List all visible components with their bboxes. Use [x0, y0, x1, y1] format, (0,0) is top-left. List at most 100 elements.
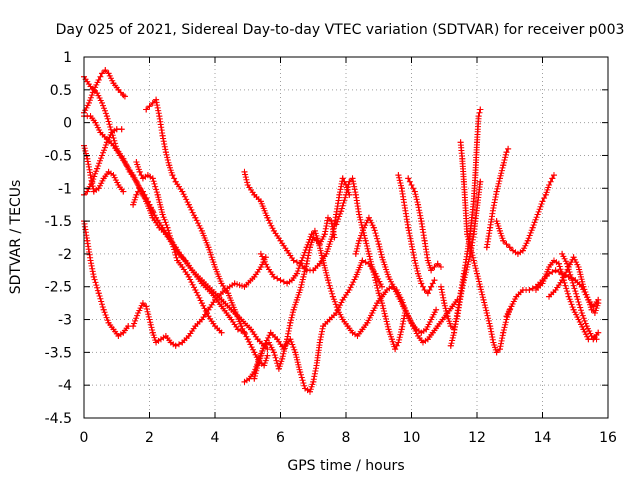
data-point	[205, 313, 212, 320]
data-point	[316, 339, 323, 346]
data-point	[493, 349, 500, 356]
data-point	[218, 329, 225, 336]
data-point	[326, 316, 333, 323]
data-point	[451, 329, 458, 336]
data-point	[144, 172, 151, 179]
series-arc-22	[483, 145, 512, 251]
data-point	[500, 237, 507, 244]
data-point	[156, 113, 163, 120]
data-point	[457, 290, 464, 297]
y-tick-label: -4	[58, 378, 72, 394]
data-point	[338, 208, 345, 215]
data-point	[411, 257, 418, 264]
data-point	[275, 365, 282, 372]
data-point	[87, 257, 94, 264]
data-point	[212, 264, 218, 271]
data-point	[480, 296, 487, 303]
data-point	[302, 385, 309, 392]
series-arc-11	[241, 168, 353, 274]
data-point	[359, 257, 366, 264]
data-point	[346, 178, 353, 185]
data-point	[121, 93, 128, 100]
data-point	[519, 247, 526, 254]
data-point	[460, 270, 467, 277]
data-point	[279, 355, 286, 362]
data-point	[174, 257, 181, 264]
data-point	[552, 287, 559, 294]
data-point	[564, 260, 571, 267]
data-point	[362, 237, 369, 244]
x-axis-label: GPS time / hours	[287, 458, 404, 474]
data-point	[179, 188, 186, 195]
data-point	[251, 349, 258, 356]
data-point	[110, 80, 117, 87]
data-point	[192, 287, 199, 294]
data-point	[135, 309, 142, 316]
data-point	[508, 303, 515, 310]
x-tick-label: 10	[403, 430, 421, 446]
data-point	[87, 172, 94, 179]
data-point	[315, 237, 322, 244]
data-point	[277, 277, 284, 284]
data-point	[146, 316, 153, 323]
data-point	[257, 250, 264, 257]
data-point	[192, 214, 199, 221]
data-point	[496, 227, 503, 234]
data-point	[179, 339, 186, 346]
data-point	[198, 316, 205, 323]
data-point	[467, 244, 474, 251]
series-arc-23	[493, 172, 557, 257]
data-point	[437, 264, 444, 271]
x-tick-label: 12	[468, 430, 486, 446]
data-point	[493, 188, 500, 195]
data-point	[110, 172, 117, 179]
data-point	[431, 264, 438, 271]
data-point	[306, 388, 313, 395]
series-arc-20	[447, 106, 484, 349]
data-point	[153, 339, 160, 346]
ticks	[83, 56, 609, 419]
data-point	[411, 188, 418, 195]
data-point	[231, 306, 238, 313]
data-point	[559, 250, 566, 257]
data-point	[429, 329, 436, 336]
data-point	[324, 277, 331, 284]
data-point	[323, 250, 330, 257]
data-point	[100, 175, 107, 182]
data-point	[365, 214, 372, 221]
data-point	[379, 254, 386, 261]
data-point	[470, 257, 477, 264]
data-point	[526, 287, 533, 294]
data-point	[146, 103, 153, 110]
data-point	[143, 195, 150, 202]
data-point	[297, 287, 304, 294]
data-point	[102, 67, 109, 74]
data-point	[333, 221, 340, 228]
x-tick-label: 2	[145, 430, 154, 446]
data-point	[261, 362, 268, 369]
data-point	[546, 264, 553, 271]
data-point	[343, 191, 349, 198]
data-point	[570, 306, 577, 313]
data-point	[133, 159, 140, 166]
data-point	[505, 145, 512, 152]
data-point	[84, 237, 91, 244]
data-point	[588, 332, 595, 339]
data-point	[156, 224, 163, 231]
data-point	[308, 231, 315, 238]
data-point	[408, 241, 415, 248]
data-point	[288, 277, 295, 284]
data-point	[361, 224, 368, 231]
data-point	[437, 283, 444, 290]
data-point	[382, 264, 389, 271]
data-point	[447, 323, 454, 330]
x-tick-label: 4	[211, 430, 220, 446]
data-point	[415, 332, 422, 339]
data-point	[270, 273, 277, 280]
chart-title: Day 025 of 2021, Sidereal Day-to-day VTE…	[56, 22, 625, 38]
data-point	[320, 323, 327, 330]
data-point	[110, 326, 117, 333]
data-point	[251, 273, 258, 280]
data-point	[470, 198, 477, 205]
